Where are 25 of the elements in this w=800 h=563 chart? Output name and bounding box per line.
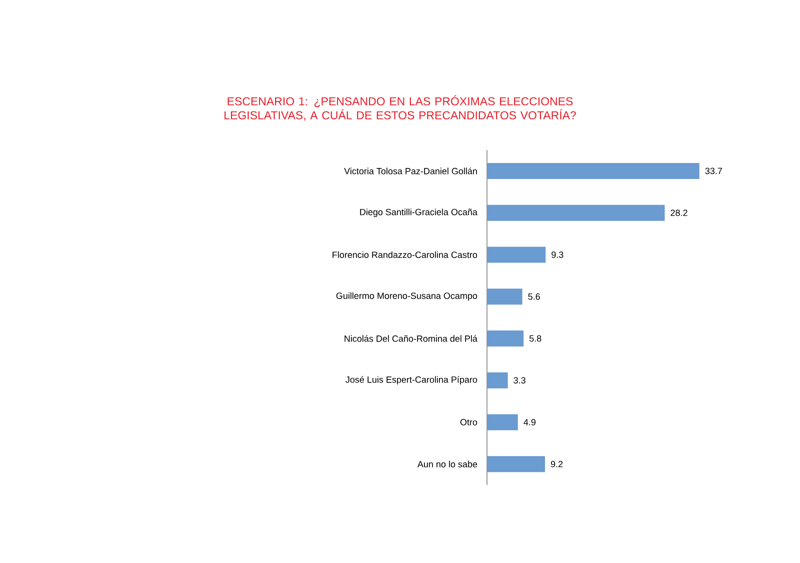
bar [487,456,545,472]
y-tick-label: José Luis Espert-Carolina Píparo [346,376,478,385]
bar [487,288,522,305]
bar [487,204,665,221]
y-tick-label: Diego Santilli-Graciela Ocaña [360,208,478,218]
y-tick-label: Nicolás Del Caño-Romina del Plá [344,335,478,342]
y-tick-label: Florencio Randazzo-Carolina Castro [332,251,478,258]
data-label: 5.6 [528,293,540,300]
data-label: 3.3 [514,377,526,384]
data-label: 5.8 [529,335,542,342]
y-tick-label: Aun no lo sabe [417,460,478,468]
data-label: 28.2 [670,210,688,216]
bar [487,246,546,263]
data-label: 9.3 [552,252,564,258]
bar [487,414,518,430]
y-tick-label: Guillermo Moreno-Susana Ocampo [336,292,478,301]
bar [487,330,524,346]
data-label: 4.9 [524,419,536,426]
y-tick-label: Otro [460,419,478,426]
y-tick-label: Victoria Tolosa Paz-Daniel Gollán [344,168,477,174]
data-label: 33.7 [705,168,722,174]
chart-title: ESCENARIO 1: ¿PENSANDO EN LAS PRÓXIMAS ELECCIONES LEGISLATIVAS, A CUÁL DE ESTOS PRECANDIDATOS VOTARÍA? [224,95,576,121]
bar [487,162,700,179]
data-label: 9.2 [550,460,563,468]
bar [487,372,508,388]
